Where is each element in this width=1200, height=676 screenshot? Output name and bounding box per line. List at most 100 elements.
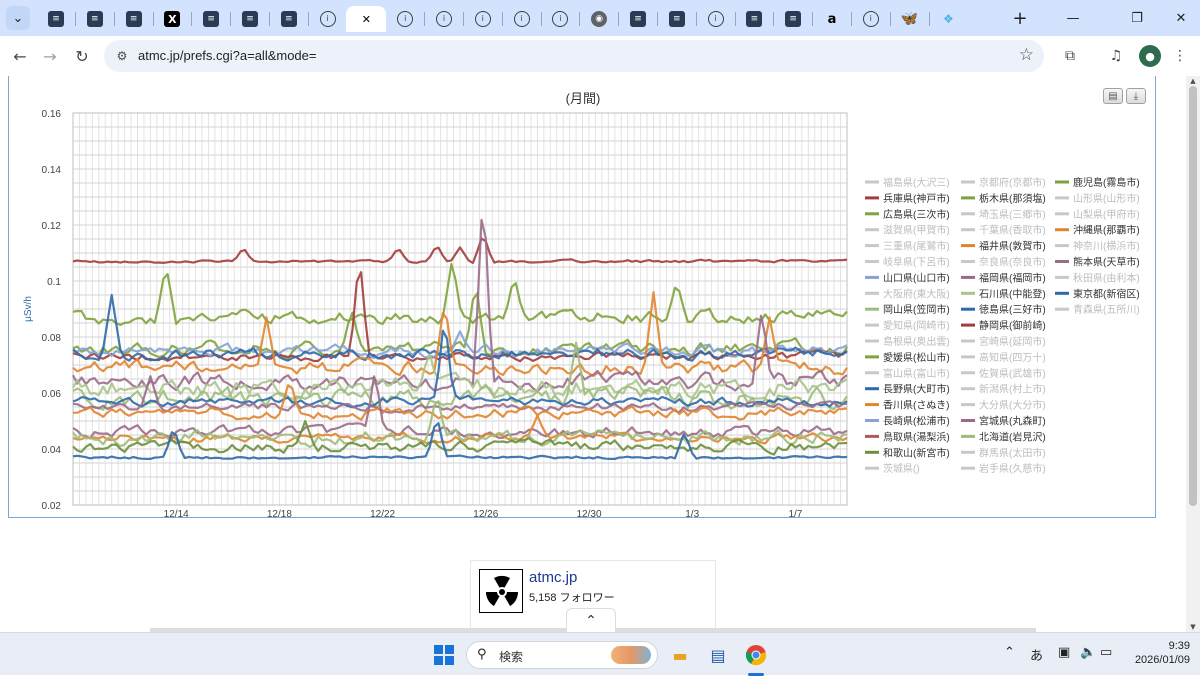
legend-item[interactable]: 宮城県(丸森町)	[979, 415, 1046, 428]
legend-item[interactable]: 岩手県(久慈市)	[979, 462, 1046, 475]
browser-tab[interactable]: ≡	[232, 6, 268, 32]
browser-tab[interactable]: ≡	[77, 6, 113, 32]
browser-tab[interactable]: ≡	[193, 6, 229, 32]
back-icon[interactable]: ←	[13, 46, 27, 66]
legend-item[interactable]: 秋田県(由利本)	[1073, 271, 1140, 284]
file-explorer-icon[interactable]: ▬	[672, 645, 688, 665]
scroll-down-icon[interactable]: ▼	[1190, 623, 1196, 631]
legend-item[interactable]: 奈良県(奈良市)	[979, 256, 1046, 269]
browser-tab[interactable]: i	[426, 6, 462, 32]
media-control-icon[interactable]: ♫	[1109, 48, 1123, 64]
legend-item[interactable]: 富山県(富山市)	[883, 367, 950, 380]
legend-item[interactable]: 東京都(新宿区)	[1073, 287, 1140, 300]
browser-tab[interactable]: ◉	[581, 6, 617, 32]
legend-item[interactable]: 福島県(大沢三)	[883, 176, 950, 189]
legend-item[interactable]: 沖縄県(那覇市)	[1073, 224, 1140, 237]
legend-item[interactable]: 山梨県(甲府市)	[1073, 208, 1140, 221]
legend-item[interactable]: 山口県(山口市)	[883, 271, 950, 284]
collapse-chevron-icon[interactable]: ⌃	[566, 608, 616, 632]
legend-item[interactable]: 茨城県()	[883, 462, 920, 475]
legend-item[interactable]: 佐賀県(武雄市)	[979, 367, 1046, 380]
print-icon[interactable]: ▤	[1103, 88, 1123, 104]
browser-tab[interactable]: ≡	[620, 6, 656, 32]
start-button[interactable]	[430, 641, 458, 669]
browser-tab[interactable]: ≡	[116, 6, 152, 32]
legend-item[interactable]: 山形県(山形市)	[1073, 192, 1140, 205]
legend-item[interactable]: 埼玉県(三郷市)	[979, 208, 1046, 221]
legend-item[interactable]: 岐阜県(下呂市)	[883, 256, 950, 269]
taskbar-search[interactable]: ⚲ 検索	[466, 641, 658, 669]
legend-item[interactable]: 新潟県(村上市)	[979, 383, 1046, 396]
legend-item[interactable]: 愛媛県(松山市)	[883, 351, 950, 364]
browser-tab[interactable]: 🦋	[892, 6, 928, 32]
profile-avatar[interactable]: ●	[1138, 44, 1162, 68]
legend-item[interactable]: 岡山県(笠岡市)	[883, 303, 950, 316]
download-icon[interactable]: ⤓	[1126, 88, 1146, 104]
battery-icon[interactable]: ▭	[1100, 645, 1113, 660]
extensions-icon[interactable]: ⧉	[1065, 48, 1075, 64]
legend-item[interactable]: 福井県(敦賀市)	[979, 240, 1046, 253]
reload-icon[interactable]: ↻	[75, 46, 89, 66]
legend-item[interactable]: 徳島県(三好市)	[979, 303, 1046, 316]
browser-tab[interactable]: ✕	[346, 6, 387, 32]
legend-item[interactable]: 香川県(さぬき)	[883, 400, 949, 412]
scroll-thumb[interactable]	[1189, 86, 1197, 506]
legend-item[interactable]: 栃木県(那須塩)	[979, 192, 1046, 205]
taskbar-clock[interactable]: 9:39 2026/01/09	[1124, 639, 1190, 667]
browser-tab[interactable]: ≡	[271, 6, 307, 32]
legend-item[interactable]: 青森県(五所川)	[1073, 303, 1140, 316]
legend-item[interactable]: 神奈川(横浜市)	[1073, 240, 1140, 253]
legend-item[interactable]: 三重県(尾鷲市)	[883, 240, 950, 253]
legend-item[interactable]: 静岡県(御前崎)	[979, 319, 1046, 332]
restore-icon[interactable]: ❐	[1131, 10, 1143, 26]
browser-tab[interactable]: i	[387, 6, 423, 32]
legend-item[interactable]: 長野県(大町市)	[883, 383, 950, 396]
legend-item[interactable]: 広島県(三次市)	[883, 208, 950, 221]
legend-item[interactable]: 石川県(中能登)	[979, 287, 1046, 300]
address-bar[interactable]: ⚙ atmc.jp/prefs.cgi?a=all&mode= ☆	[104, 40, 1044, 72]
close-window-icon[interactable]: ✕	[1175, 10, 1187, 26]
legend-item[interactable]: 宮崎県(延岡市)	[979, 335, 1046, 348]
legend-item[interactable]: 愛知県(岡崎市)	[883, 319, 950, 332]
browser-tab[interactable]: i	[504, 6, 540, 32]
network-icon[interactable]: ▣	[1058, 645, 1071, 660]
forward-icon[interactable]: →	[43, 46, 57, 66]
url-text[interactable]: atmc.jp/prefs.cgi?a=all&mode=	[138, 48, 317, 63]
browser-tab[interactable]: ≡	[659, 6, 695, 32]
legend-item[interactable]: 熊本県(天草市)	[1073, 256, 1140, 269]
account-name[interactable]: atmc.jp	[529, 569, 578, 586]
browser-tab[interactable]: ≡	[775, 6, 811, 32]
browser-tab[interactable]: i	[465, 6, 501, 32]
follow-widget[interactable]: atmc.jp 5,158 フォロワー	[470, 560, 716, 632]
menu-kebab-icon[interactable]: ⋮	[1173, 48, 1187, 64]
tray-chevron-icon[interactable]: ⌃	[1004, 645, 1015, 660]
legend-item[interactable]: 福岡県(福岡市)	[979, 271, 1046, 284]
close-tab-icon[interactable]: ✕	[361, 12, 371, 26]
legend-item[interactable]: 兵庫県(神戸市)	[883, 192, 950, 205]
legend-item[interactable]: 鳥取県(湯梨浜)	[883, 430, 950, 443]
legend-item[interactable]: 島根県(奥出雲)	[883, 335, 950, 348]
browser-tab[interactable]: i	[542, 6, 578, 32]
notepad-icon[interactable]: ▤	[710, 645, 726, 665]
legend-item[interactable]: 鹿児島(霧島市)	[1073, 176, 1140, 189]
scroll-up-icon[interactable]: ▲	[1190, 77, 1196, 85]
browser-tab[interactable]: i	[853, 6, 889, 32]
legend-item[interactable]: 滋賀県(甲賀市)	[883, 224, 950, 237]
tab-search-chevron-icon[interactable]: ⌄	[6, 6, 30, 30]
volume-icon[interactable]: 🔈	[1080, 645, 1097, 660]
ime-indicator[interactable]: あ	[1030, 649, 1044, 664]
browser-tab[interactable]: ❖	[930, 6, 966, 32]
bookmark-star-icon[interactable]: ☆	[1018, 45, 1034, 65]
legend-item[interactable]: 北海道(岩見沢)	[979, 430, 1046, 443]
browser-tab[interactable]: i	[698, 6, 734, 32]
site-info-icon[interactable]: ⚙	[116, 49, 128, 63]
legend-item[interactable]: 大分県(大分市)	[979, 399, 1046, 412]
minimize-icon[interactable]: —	[1066, 10, 1080, 26]
chrome-icon[interactable]	[742, 641, 770, 669]
legend-item[interactable]: 高知県(四万十)	[979, 351, 1046, 364]
new-tab-button[interactable]: +	[1012, 7, 1028, 29]
browser-tab[interactable]: ≡	[38, 6, 74, 32]
browser-tab[interactable]: X	[154, 6, 190, 32]
browser-tab[interactable]: a	[814, 6, 850, 32]
legend-item[interactable]: 長崎県(松浦市)	[883, 415, 950, 428]
